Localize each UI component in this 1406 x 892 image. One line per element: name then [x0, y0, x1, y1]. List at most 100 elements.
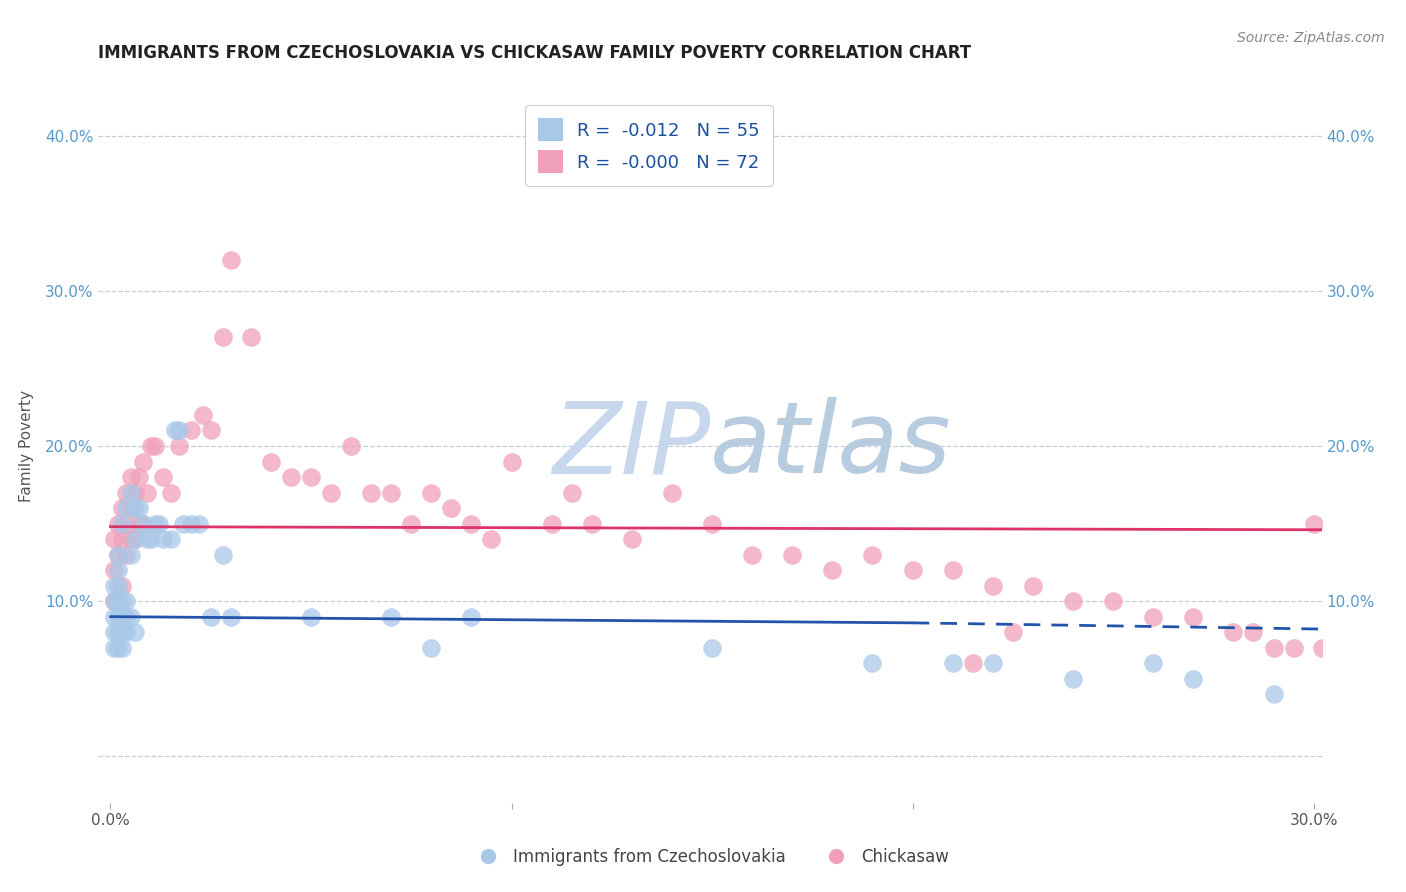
Point — [120, 532, 142, 546]
Point — [981, 656, 1004, 670]
Point — [139, 439, 162, 453]
Point — [661, 485, 683, 500]
Legend: Immigrants from Czechoslovakia, Chickasaw: Immigrants from Czechoslovakia, Chickasa… — [465, 842, 955, 873]
Point — [128, 501, 150, 516]
Point — [120, 470, 142, 484]
Point — [1022, 579, 1045, 593]
Point — [340, 439, 363, 453]
Point — [219, 609, 242, 624]
Point — [901, 563, 924, 577]
Point — [120, 501, 142, 516]
Point — [107, 563, 129, 577]
Point — [143, 439, 166, 453]
Point — [120, 609, 142, 624]
Point — [319, 485, 342, 500]
Point — [561, 485, 583, 500]
Point — [942, 656, 965, 670]
Point — [1182, 609, 1205, 624]
Point — [124, 532, 146, 546]
Point — [111, 516, 134, 531]
Point — [115, 485, 138, 500]
Point — [159, 485, 181, 500]
Point — [1001, 625, 1024, 640]
Point — [115, 516, 138, 531]
Point — [115, 548, 138, 562]
Point — [124, 532, 146, 546]
Point — [501, 454, 523, 468]
Point — [1282, 640, 1305, 655]
Point — [620, 532, 643, 546]
Point — [420, 640, 443, 655]
Point — [111, 579, 134, 593]
Point — [131, 454, 153, 468]
Point — [180, 516, 202, 531]
Point — [103, 579, 125, 593]
Point — [299, 609, 322, 624]
Point — [700, 640, 723, 655]
Point — [128, 470, 150, 484]
Point — [280, 470, 302, 484]
Text: Source: ZipAtlas.com: Source: ZipAtlas.com — [1237, 31, 1385, 45]
Point — [107, 548, 129, 562]
Point — [399, 516, 422, 531]
Point — [131, 516, 153, 531]
Point — [111, 625, 134, 640]
Point — [741, 548, 763, 562]
Point — [115, 625, 138, 640]
Point — [111, 501, 134, 516]
Point — [107, 516, 129, 531]
Point — [962, 656, 984, 670]
Point — [821, 563, 844, 577]
Text: ZIP: ZIP — [551, 398, 710, 494]
Point — [1102, 594, 1125, 608]
Point — [581, 516, 603, 531]
Point — [107, 609, 129, 624]
Point — [420, 485, 443, 500]
Point — [299, 470, 322, 484]
Text: atlas: atlas — [710, 398, 952, 494]
Point — [124, 501, 146, 516]
Point — [172, 516, 194, 531]
Point — [143, 516, 166, 531]
Point — [191, 408, 214, 422]
Point — [1310, 640, 1333, 655]
Point — [131, 516, 153, 531]
Point — [107, 640, 129, 655]
Point — [107, 625, 129, 640]
Point — [981, 579, 1004, 593]
Point — [187, 516, 209, 531]
Point — [107, 594, 129, 608]
Point — [440, 501, 463, 516]
Point — [103, 625, 125, 640]
Point — [111, 532, 134, 546]
Point — [1062, 594, 1084, 608]
Point — [1062, 672, 1084, 686]
Point — [115, 594, 138, 608]
Point — [103, 640, 125, 655]
Point — [942, 563, 965, 577]
Point — [111, 609, 134, 624]
Point — [124, 625, 146, 640]
Point — [260, 454, 283, 468]
Point — [115, 609, 138, 624]
Point — [148, 516, 170, 531]
Point — [107, 594, 129, 608]
Point — [780, 548, 803, 562]
Point — [103, 594, 125, 608]
Point — [120, 548, 142, 562]
Point — [111, 640, 134, 655]
Point — [1243, 625, 1265, 640]
Point — [111, 594, 134, 608]
Point — [862, 656, 884, 670]
Point — [115, 501, 138, 516]
Point — [380, 485, 402, 500]
Point — [700, 516, 723, 531]
Point — [1142, 656, 1164, 670]
Point — [107, 579, 129, 593]
Point — [135, 485, 157, 500]
Point — [360, 485, 382, 500]
Point — [152, 470, 174, 484]
Point — [211, 548, 233, 562]
Point — [460, 516, 482, 531]
Point — [1182, 672, 1205, 686]
